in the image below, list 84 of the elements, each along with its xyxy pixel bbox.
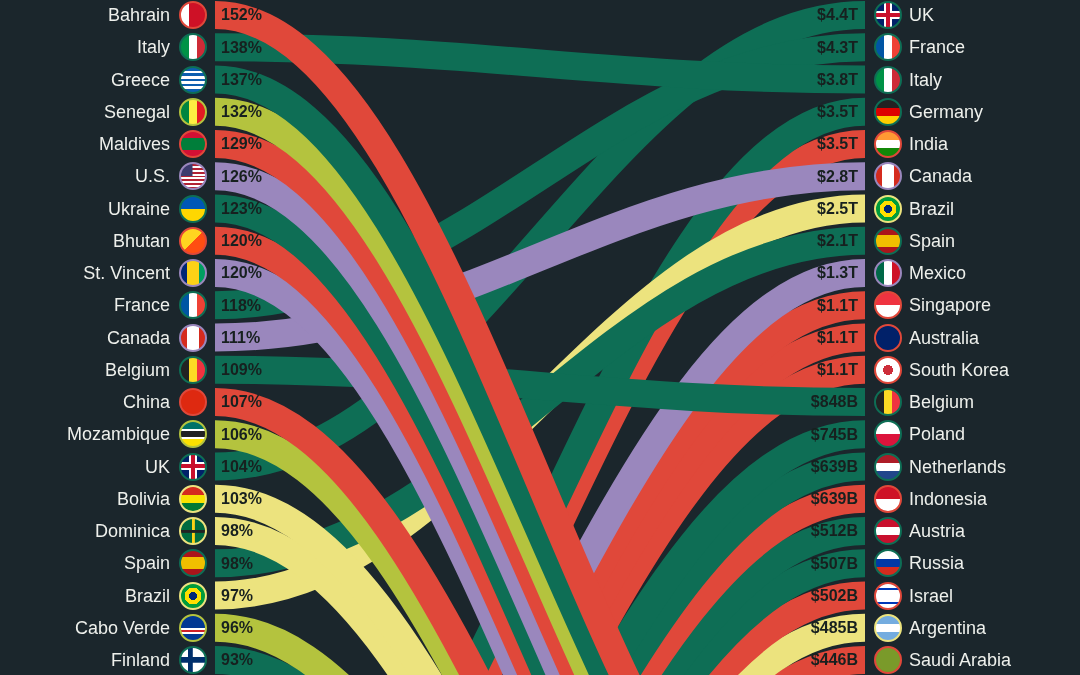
category-label: Singapore: [909, 294, 992, 317]
data-label: $4.3T: [817, 38, 859, 56]
category-label: U.S.: [134, 165, 170, 188]
data-label: $639B: [810, 490, 858, 508]
data-label: 120%: [221, 264, 262, 282]
category-label: Mozambique: [66, 423, 170, 446]
data-label: $2.1T: [817, 232, 859, 250]
category-label: Ukraine: [107, 197, 170, 220]
category-label: Israel: [909, 584, 954, 607]
data-label: $1.1T: [817, 296, 859, 314]
category-label: Brazil: [124, 585, 170, 606]
category-label: Indonesia: [909, 487, 988, 510]
category-label: UK: [909, 4, 935, 26]
category-label: Russia: [909, 552, 965, 575]
data-label: 96%: [221, 619, 254, 637]
data-label: $4.4T: [817, 6, 859, 24]
category-label: Belgium: [104, 359, 170, 380]
data-label: 120%: [221, 232, 262, 250]
data-label: 106%: [221, 425, 262, 443]
data-label: $639B: [810, 457, 858, 475]
data-label: $3.5T: [817, 103, 859, 121]
category-label: Finland: [110, 649, 170, 671]
category-label: China: [122, 391, 170, 413]
data-label: 138%: [221, 38, 262, 56]
category-label: Belgium: [909, 391, 975, 413]
category-label: Italy: [136, 37, 170, 58]
category-label: Bhutan: [112, 229, 170, 252]
category-label: France: [909, 36, 966, 59]
category-label: St. Vincent: [83, 262, 170, 284]
data-label: $848B: [810, 393, 858, 411]
category-label: Spain: [909, 229, 956, 252]
category-label: Germany: [909, 100, 984, 123]
data-label: $1.3T: [817, 264, 859, 282]
data-label: $745B: [810, 425, 858, 443]
category-label: Mexico: [909, 262, 967, 284]
category-label: Bahrain: [107, 4, 170, 26]
category-label: Netherlands: [909, 455, 1007, 478]
category-label: India: [909, 133, 949, 155]
category-label: Poland: [909, 423, 966, 446]
data-label: 111%: [221, 328, 261, 346]
category-label: Austria: [909, 520, 966, 542]
data-label: $2.5T: [817, 199, 859, 217]
data-label: $502B: [810, 586, 858, 604]
category-label: Cabo Verde: [74, 616, 170, 639]
category-label: Greece: [110, 68, 170, 91]
category-label: Maldives: [98, 133, 170, 155]
data-label: $512B: [810, 522, 858, 540]
data-label: 129%: [221, 135, 262, 153]
data-label: 132%: [221, 103, 262, 121]
data-label: 109%: [221, 361, 262, 379]
data-label: 152%: [221, 6, 262, 24]
data-label: 126%: [221, 167, 262, 185]
data-label: $485B: [810, 619, 858, 637]
data-label: $507B: [810, 554, 858, 572]
category-label: Australia: [909, 326, 980, 349]
data-label: 98%: [221, 554, 254, 572]
category-label: Spain: [123, 553, 170, 574]
data-label: 107%: [221, 393, 262, 411]
category-label: Italy: [909, 68, 943, 91]
data-label: 118%: [221, 296, 262, 314]
category-label: Brazil: [909, 197, 955, 220]
data-label: 103%: [221, 490, 262, 508]
category-label: Argentina: [909, 616, 987, 639]
data-label: 123%: [221, 199, 262, 217]
category-label: Senegal: [103, 100, 170, 123]
category-label: Canada: [106, 327, 170, 348]
data-label: $446B: [810, 651, 858, 669]
data-label: 93%: [221, 651, 254, 669]
data-label: 97%: [221, 586, 254, 604]
data-label: $2.8T: [817, 167, 859, 185]
data-label: $3.5T: [817, 135, 859, 153]
data-label: $1.1T: [817, 328, 859, 346]
category-label: Bolivia: [116, 487, 170, 510]
category-label: UK: [144, 456, 170, 477]
data-label: 104%: [221, 457, 262, 475]
data-label: 137%: [221, 70, 262, 88]
category-label: France: [113, 295, 170, 316]
data-label: 98%: [221, 522, 254, 540]
data-label: $1.1T: [817, 361, 859, 379]
category-label: Saudi Arabia: [909, 649, 1012, 671]
category-label: Canada: [909, 165, 973, 188]
category-label: Dominica: [94, 520, 170, 542]
data-label: $3.8T: [817, 70, 859, 88]
category-label: South Korea: [909, 358, 1010, 381]
